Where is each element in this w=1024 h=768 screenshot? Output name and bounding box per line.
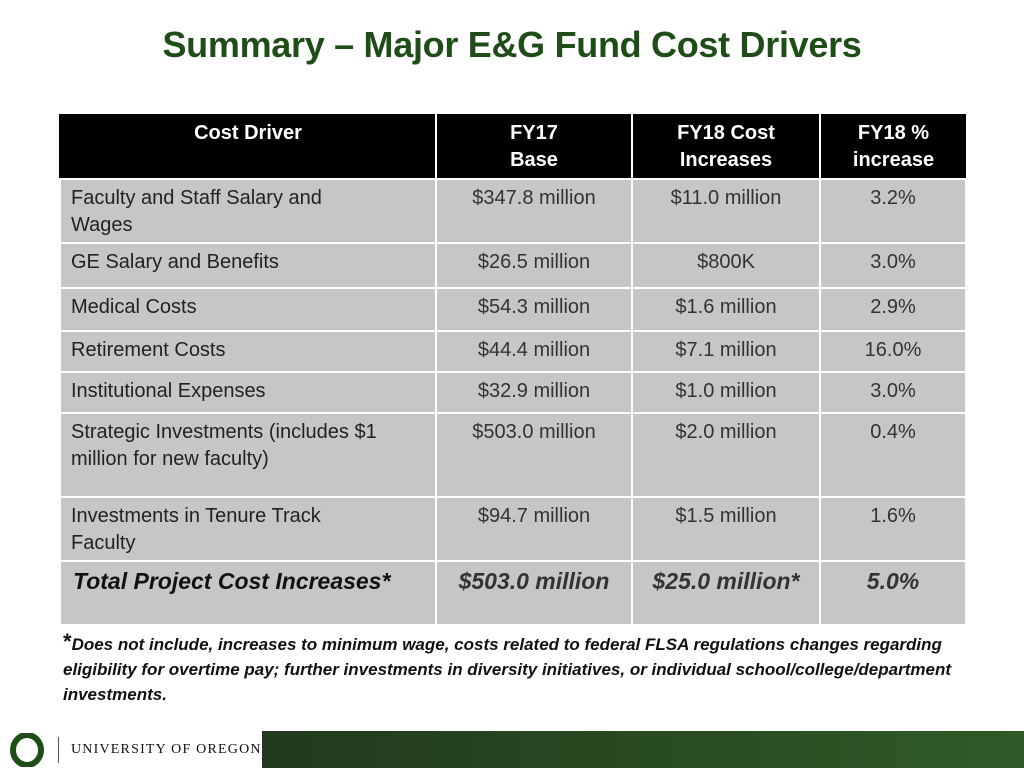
fy17-base-cell: $54.3 million: [435, 287, 633, 332]
fy18-pct-cell: 1.6%: [819, 496, 967, 562]
slide-title: Summary – Major E&G Fund Cost Drivers: [162, 24, 862, 65]
footnote-marker: *: [63, 629, 72, 654]
footer-bar: UNIVERSITY OF OREGON: [0, 731, 1024, 768]
table-row: Faculty and Staff Salary and Wages $347.…: [59, 178, 967, 244]
fy18-increase-cell: $800K: [631, 242, 821, 289]
cost-driver-cell: Strategic Investments (includes $1 milli…: [59, 412, 437, 498]
fy18-increase-cell: $2.0 million: [631, 412, 821, 498]
total-row: Total Project Cost Increases* $503.0 mil…: [59, 560, 967, 626]
fy17-base-cell: $347.8 million: [435, 178, 633, 244]
footnote: *Does not include, increases to minimum …: [63, 629, 963, 707]
table-row: Retirement Costs $44.4 million $7.1 mill…: [59, 330, 967, 373]
total-label-cell: Total Project Cost Increases*: [59, 560, 437, 626]
fy17-base-cell: $44.4 million: [435, 330, 633, 373]
fy18-pct-cell: 3.0%: [819, 242, 967, 289]
footer-logo-block: UNIVERSITY OF OREGON: [0, 731, 262, 768]
table-row: GE Salary and Benefits $26.5 million $80…: [59, 242, 967, 289]
fy17-base-cell: $503.0 million: [435, 412, 633, 498]
cost-driver-cell: Institutional Expenses: [59, 371, 437, 414]
cost-driver-cell: Retirement Costs: [59, 330, 437, 373]
fy17-base-cell: $94.7 million: [435, 496, 633, 562]
oregon-o-logo-icon: [10, 732, 44, 767]
fy17-base-cell: $32.9 million: [435, 371, 633, 414]
fy18-pct-cell: 3.0%: [819, 371, 967, 414]
fy18-increase-cell: $1.0 million: [631, 371, 821, 414]
fy18-pct-cell: 3.2%: [819, 178, 967, 244]
fy18-pct-cell: 2.9%: [819, 287, 967, 332]
fy18-increase-cell: $1.6 million: [631, 287, 821, 332]
cost-driver-cell: Medical Costs: [59, 287, 437, 332]
footer-divider: [58, 736, 59, 763]
table-row: Strategic Investments (includes $1 milli…: [59, 412, 967, 498]
header-fy18-pct-increase: FY18 % increase: [819, 114, 966, 180]
fy18-pct-cell: 16.0%: [819, 330, 967, 373]
total-pct-cell: 5.0%: [819, 560, 967, 626]
header-fy17-base: FY17 Base: [435, 114, 632, 180]
footer-institution-name: UNIVERSITY OF OREGON: [71, 741, 262, 757]
cost-driver-cell: Faculty and Staff Salary and Wages: [59, 178, 437, 244]
header-fy18-cost-increases: FY18 Cost Increases: [631, 114, 820, 180]
total-base-cell: $503.0 million: [435, 560, 633, 626]
fy18-increase-cell: $11.0 million: [631, 178, 821, 244]
cost-driver-cell: GE Salary and Benefits: [59, 242, 437, 289]
table-row: Investments in Tenure Track Faculty $94.…: [59, 496, 967, 562]
footnote-text: Does not include, increases to minimum w…: [63, 635, 951, 704]
table-row: Institutional Expenses $32.9 million $1.…: [59, 371, 967, 414]
table-header-row: Cost Driver FY17 Base FY18 Cost Increases …: [59, 114, 966, 180]
header-cost-driver: Cost Driver: [59, 114, 436, 180]
table-row: Medical Costs $54.3 million $1.6 million…: [59, 287, 967, 332]
cost-drivers-table: Cost Driver FY17 Base FY18 Cost Increases …: [59, 114, 967, 626]
total-increase-cell: $25.0 million*: [631, 560, 821, 626]
cost-driver-cell: Investments in Tenure Track Faculty: [59, 496, 437, 562]
fy18-pct-cell: 0.4%: [819, 412, 967, 498]
fy18-increase-cell: $1.5 million: [631, 496, 821, 562]
fy18-increase-cell: $7.1 million: [631, 330, 821, 373]
fy17-base-cell: $26.5 million: [435, 242, 633, 289]
